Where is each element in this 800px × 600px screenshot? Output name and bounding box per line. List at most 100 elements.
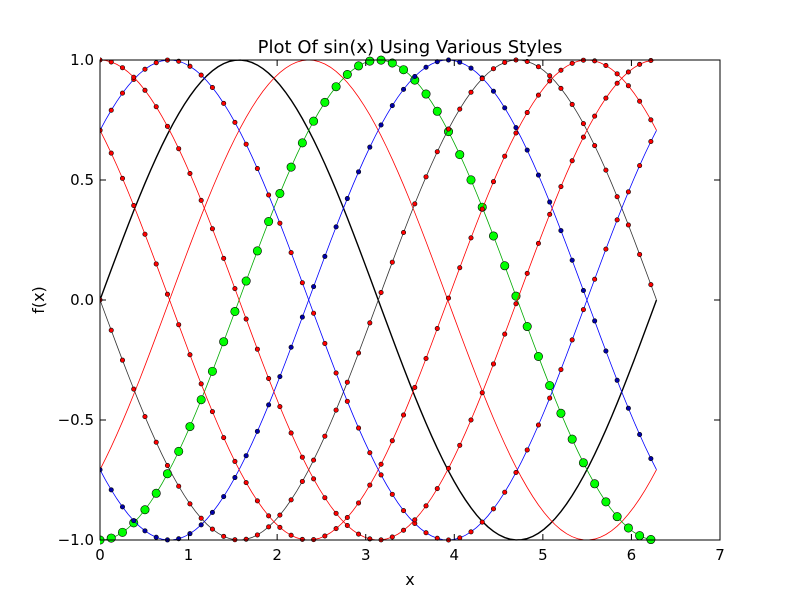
data-point [142,414,148,420]
data-point [488,231,498,241]
data-point [423,503,429,509]
data-point [580,287,586,293]
data-point [176,483,182,489]
data-point [117,527,127,537]
data-point [612,512,622,522]
data-point [266,524,272,530]
data-point [524,147,530,153]
data-point [277,404,283,410]
data-point [264,217,274,227]
plot-area [100,55,658,545]
data-point [637,251,643,257]
data-point [457,265,463,271]
data-point [344,398,350,404]
data-point [153,60,159,66]
data-point [490,66,496,72]
data-point [342,70,352,80]
data-point [356,350,362,356]
data-point [468,529,474,535]
data-point [533,351,543,361]
data-point [142,87,148,93]
data-point [299,314,305,320]
data-point [457,442,463,448]
data-point [119,65,125,71]
data-point [187,171,193,177]
data-point [502,153,508,159]
data-point [446,295,452,301]
axes-frame [99,59,721,541]
data-point [164,123,170,129]
data-point [558,67,564,73]
data-point [164,463,170,469]
data-point [198,197,204,203]
data-point [569,60,575,66]
data-point [623,523,633,533]
data-point [479,206,485,212]
data-point [389,491,395,497]
data-point [322,253,328,259]
data-point [288,430,294,436]
data-point [356,500,362,506]
data-point [209,526,215,532]
data-point [601,497,611,507]
data-point [299,280,305,286]
data-point [119,357,125,363]
data-point [412,201,418,207]
data-point [446,126,452,132]
data-point [288,532,294,538]
data-point [401,412,407,418]
data-point [198,515,204,521]
data-point [108,487,114,493]
y-tick-label: 0.0 [70,291,94,309]
data-point [569,257,575,263]
data-point [412,517,418,523]
data-point [592,113,598,119]
data-point [241,276,251,286]
data-point [569,101,575,107]
data-point [333,407,339,413]
data-point [209,509,215,515]
data-point [603,246,609,252]
data-point [535,422,541,428]
data-point [547,395,553,401]
data-point [164,291,170,297]
data-point [535,64,541,70]
data-point [322,433,328,439]
data-point [176,146,182,152]
data-point [153,534,159,540]
data-point [500,261,510,271]
data-point [423,174,429,180]
data-point [603,348,609,354]
data-point [131,74,137,80]
data-point [320,97,330,107]
data-point [547,199,553,205]
data-point [275,188,285,198]
data-point [389,438,395,444]
data-point [356,425,362,431]
data-point [288,497,294,503]
chart-title: Plot Of sin(x) Using Various Styles [258,37,563,58]
data-point [558,367,564,373]
data-point [389,259,395,265]
data-point [648,117,654,123]
data-point [221,435,227,441]
data-point [547,78,553,84]
data-point [288,344,294,350]
data-point [389,103,395,109]
data-point [266,402,272,408]
x-tick-label: 4 [450,546,460,564]
data-point [378,472,384,478]
x-tick-label: 0 [95,546,105,564]
data-point [221,100,227,106]
y-tick-label: −0.5 [58,411,94,429]
data-point [637,98,643,104]
data-point [457,59,463,65]
data-point [513,301,519,307]
data-point [153,439,159,445]
data-point [299,454,305,460]
data-point [232,119,238,125]
data-point [434,59,440,65]
data-point [378,290,384,296]
data-point [434,149,440,155]
data-point [446,465,452,471]
